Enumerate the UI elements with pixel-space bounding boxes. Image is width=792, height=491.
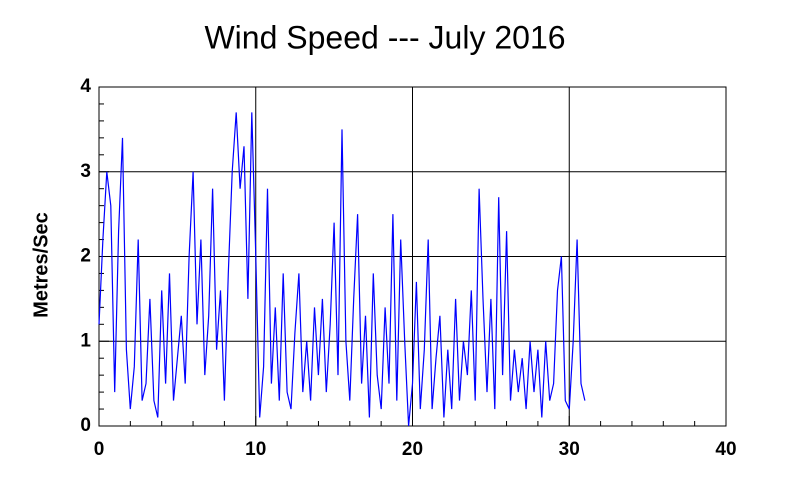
x-tick-label: 10 (245, 439, 266, 460)
y-tick-label: 2 (80, 246, 91, 267)
data-line (98, 112, 586, 427)
plot-frame (98, 86, 727, 427)
y-axis-label: Metres/Sec (30, 212, 52, 318)
x-tick-label: 20 (402, 439, 423, 460)
x-tick-label: 0 (94, 439, 105, 460)
y-tick-label: 4 (80, 76, 91, 97)
x-tick-label: 30 (559, 439, 580, 460)
y-tick-label: 1 (80, 330, 91, 351)
y-tick-label: 0 (80, 415, 91, 436)
chart-title: Wind Speed --- July 2016 (204, 19, 565, 55)
y-tick-label: 3 (80, 161, 91, 182)
x-tick-label: 40 (715, 439, 736, 460)
